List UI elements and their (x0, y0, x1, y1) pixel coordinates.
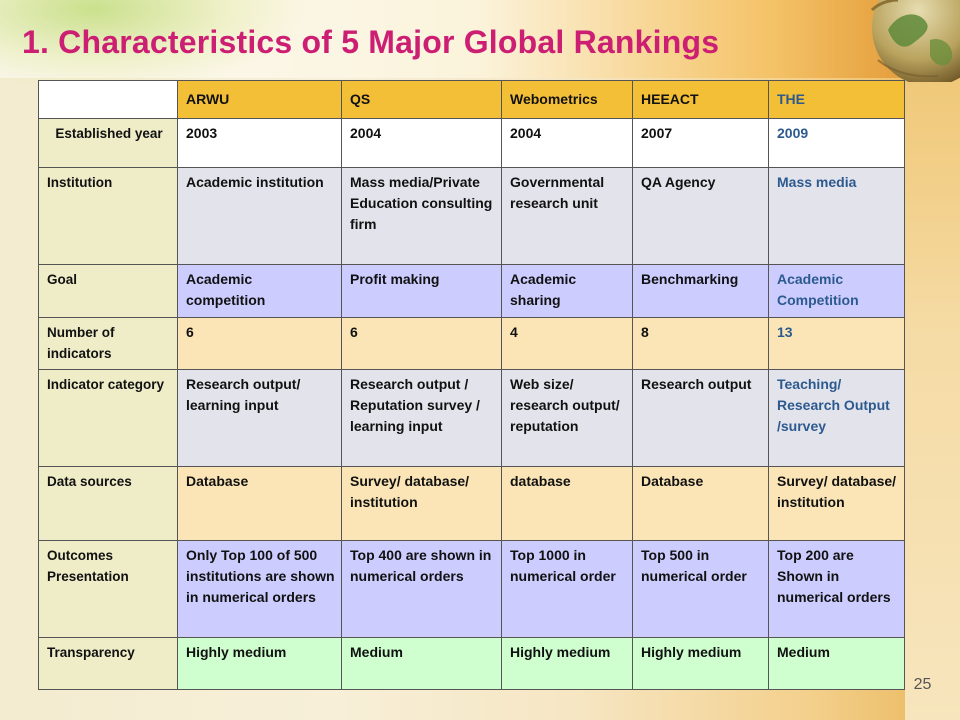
table-cell: Top 500 in numerical order (632, 540, 769, 638)
table-row-number-of-indicators: Number of indicators 6 6 4 8 13 (38, 317, 905, 370)
header-cell-webometrics: Webometrics (501, 80, 633, 119)
table-cell: Top 200 are Shown in numerical orders (768, 540, 905, 638)
table-cell: Academic competition (177, 264, 342, 318)
table-cell: Mass media/Private Education consulting … (341, 167, 502, 265)
table-row-institution: Institution Academic institution Mass me… (38, 167, 905, 265)
table-cell: Teaching/ Research Output /survey (768, 369, 905, 467)
table-cell: Research output (632, 369, 769, 467)
header-cell-heeact: HEEACT (632, 80, 769, 119)
table-cell: 6 (341, 317, 502, 370)
row-label: Established year (38, 118, 178, 168)
table-cell: 4 (501, 317, 633, 370)
table-cell: Academic institution (177, 167, 342, 265)
table-cell: Survey/ database/ institution (768, 466, 905, 541)
side-band (905, 78, 960, 720)
table-cell: Highly medium (501, 637, 633, 690)
header-cell-blank (38, 80, 178, 119)
row-label: Transparency (38, 637, 178, 690)
table-cell: Academic Competition (768, 264, 905, 318)
table-cell: 2007 (632, 118, 769, 168)
table-cell: Survey/ database/ institution (341, 466, 502, 541)
table-cell: Mass media (768, 167, 905, 265)
table-cell: 6 (177, 317, 342, 370)
table-cell: Benchmarking (632, 264, 769, 318)
header-cell-qs: QS (341, 80, 502, 119)
table-cell: QA Agency (632, 167, 769, 265)
table-cell: Top 400 are shown in numerical orders (341, 540, 502, 638)
table-cell: Database (177, 466, 342, 541)
table-cell: 2009 (768, 118, 905, 168)
table-cell: Top 1000 in numerical order (501, 540, 633, 638)
header-cell-the: THE (768, 80, 905, 119)
table-cell: 13 (768, 317, 905, 370)
globe-icon (868, 0, 960, 82)
table-header-row: ARWU QS Webometrics HEEACT THE (38, 80, 905, 119)
table-cell: Highly medium (632, 637, 769, 690)
row-label: Indicator category (38, 369, 178, 467)
table-cell: 2004 (501, 118, 633, 168)
table-row-indicator-category: Indicator category Research output/ lear… (38, 369, 905, 467)
table-cell: Medium (341, 637, 502, 690)
table-row-outcomes-presentation: Outcomes Presentation Only Top 100 of 50… (38, 540, 905, 638)
row-label: Outcomes Presentation (38, 540, 178, 638)
row-label: Number of indicators (38, 317, 178, 370)
page-title: 1. Characteristics of 5 Major Global Ran… (22, 24, 720, 60)
table-cell: Only Top 100 of 500 institutions are sho… (177, 540, 342, 638)
leaf-decoration (0, 0, 310, 90)
table-cell: Highly medium (177, 637, 342, 690)
row-label: Data sources (38, 466, 178, 541)
table-cell: 8 (632, 317, 769, 370)
table-cell: Governmental research unit (501, 167, 633, 265)
table-row-transparency: Transparency Highly medium Medium Highly… (38, 637, 905, 690)
table-cell: Academic sharing (501, 264, 633, 318)
table-cell: Database (632, 466, 769, 541)
table-cell: Medium (768, 637, 905, 690)
table-cell: 2004 (341, 118, 502, 168)
table-cell: Profit making (341, 264, 502, 318)
header-cell-arwu: ARWU (177, 80, 342, 119)
table-row-goal: Goal Academic competition Profit making … (38, 264, 905, 318)
table-row-data-sources: Data sources Database Survey/ database/ … (38, 466, 905, 541)
row-label: Goal (38, 264, 178, 318)
table-cell: database (501, 466, 633, 541)
rankings-table: ARWU QS Webometrics HEEACT THE Establish… (38, 80, 905, 690)
row-label: Institution (38, 167, 178, 265)
table-cell: Research output/ learning input (177, 369, 342, 467)
table-cell: Research output / Reputation survey / le… (341, 369, 502, 467)
table-row-established-year: Established year 2003 2004 2004 2007 200… (38, 118, 905, 168)
table-cell: Web size/ research output/ reputation (501, 369, 633, 467)
table-cell: 2003 (177, 118, 342, 168)
page-number: 25 (913, 676, 932, 693)
